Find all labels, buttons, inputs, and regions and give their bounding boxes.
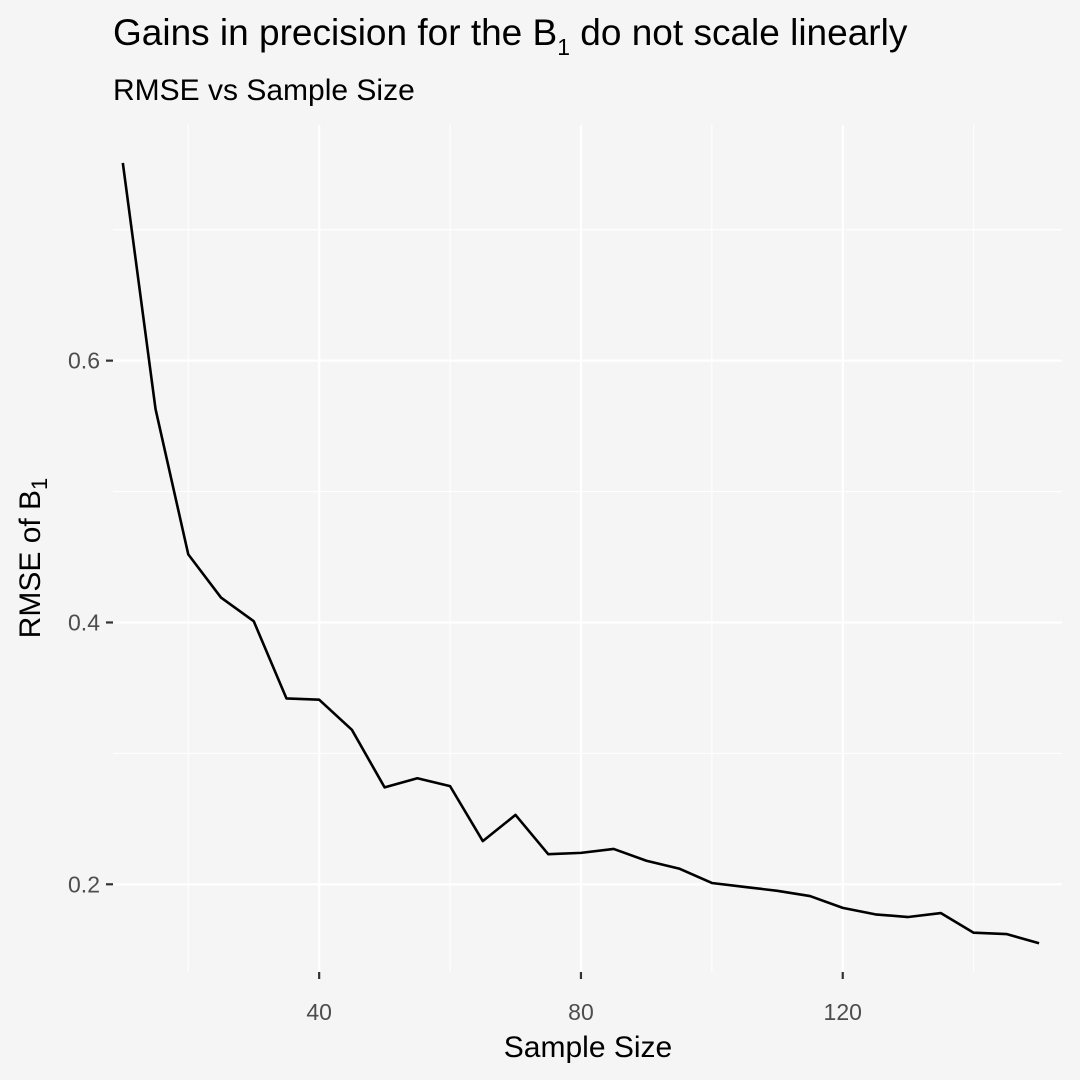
y-tick-label: 0.6 (68, 348, 100, 374)
plot-panel (113, 125, 1062, 972)
series-line (121, 162, 1040, 945)
chart-title: Gains in precision for the B1 do not sca… (113, 12, 908, 60)
y-tick-label: 0.2 (68, 871, 100, 897)
y-tick-label: 0.4 (68, 609, 100, 635)
series-layer (121, 162, 1040, 945)
chart-subtitle: RMSE vs Sample Size (113, 74, 415, 107)
x-axis-title: Sample Size (504, 1031, 672, 1064)
major-gridlines (113, 125, 1062, 972)
x-tick-label: 40 (306, 999, 332, 1025)
axis-layer: 40 80 120 0.2 0.4 0.6 (68, 348, 862, 1025)
minor-gridlines (113, 125, 1062, 972)
x-tick-label: 80 (568, 999, 594, 1025)
x-tick-label: 120 (824, 999, 862, 1025)
y-axis-title: RMSE of B1 (14, 478, 52, 639)
